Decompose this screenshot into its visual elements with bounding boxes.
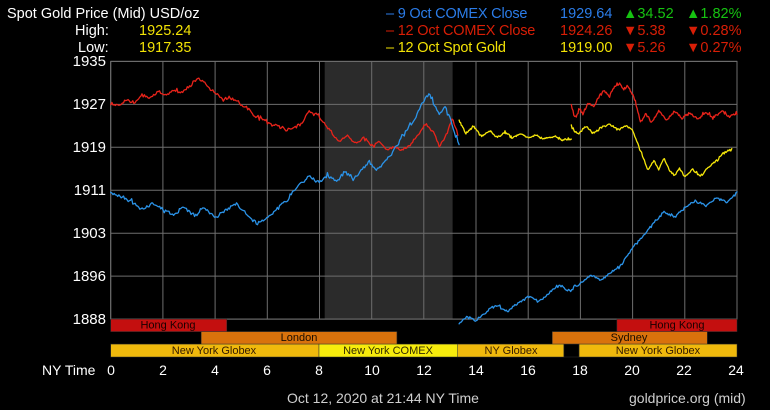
svg-text:London: London: [281, 332, 318, 344]
svg-text:New York Globex: New York Globex: [616, 345, 701, 357]
svg-text:Hong Kong: Hong Kong: [140, 320, 195, 332]
svg-text:Hong Kong: Hong Kong: [649, 320, 704, 332]
svg-text:NY Globex: NY Globex: [485, 345, 538, 357]
svg-text:New York COMEX: New York COMEX: [343, 345, 434, 357]
svg-text:New York Globex: New York Globex: [172, 345, 257, 357]
svg-text:Sydney: Sydney: [611, 332, 648, 344]
